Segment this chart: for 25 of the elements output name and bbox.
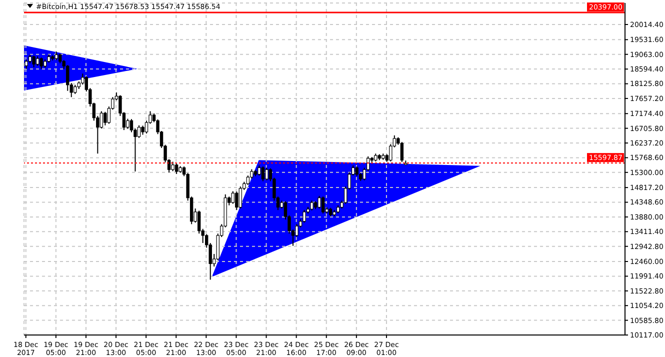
candlestick: [24, 58, 28, 70]
candlestick: [302, 210, 306, 224]
candlestick: [355, 166, 358, 177]
candlestick: [238, 186, 242, 209]
candlestick: [40, 57, 43, 70]
candlestick: [265, 167, 268, 181]
candlestick: [231, 190, 234, 204]
candlestick: [310, 200, 314, 211]
candlestick: [171, 161, 174, 172]
candlestick: [104, 111, 107, 126]
candlestick: [174, 163, 178, 174]
candlestick: [400, 141, 404, 163]
candlestick: [197, 210, 201, 234]
candlestick: [137, 124, 141, 138]
candlestick: [58, 53, 62, 64]
candlestick: [261, 166, 265, 182]
candlestick: [318, 195, 321, 209]
candlestick: [36, 56, 40, 66]
candlestick: [74, 84, 77, 94]
candlestick: [258, 165, 261, 176]
candlestick: [100, 110, 104, 129]
candlestick: [141, 125, 144, 136]
candlestick: [32, 55, 36, 68]
candlestick: [321, 196, 325, 214]
candlestick: [235, 191, 238, 211]
